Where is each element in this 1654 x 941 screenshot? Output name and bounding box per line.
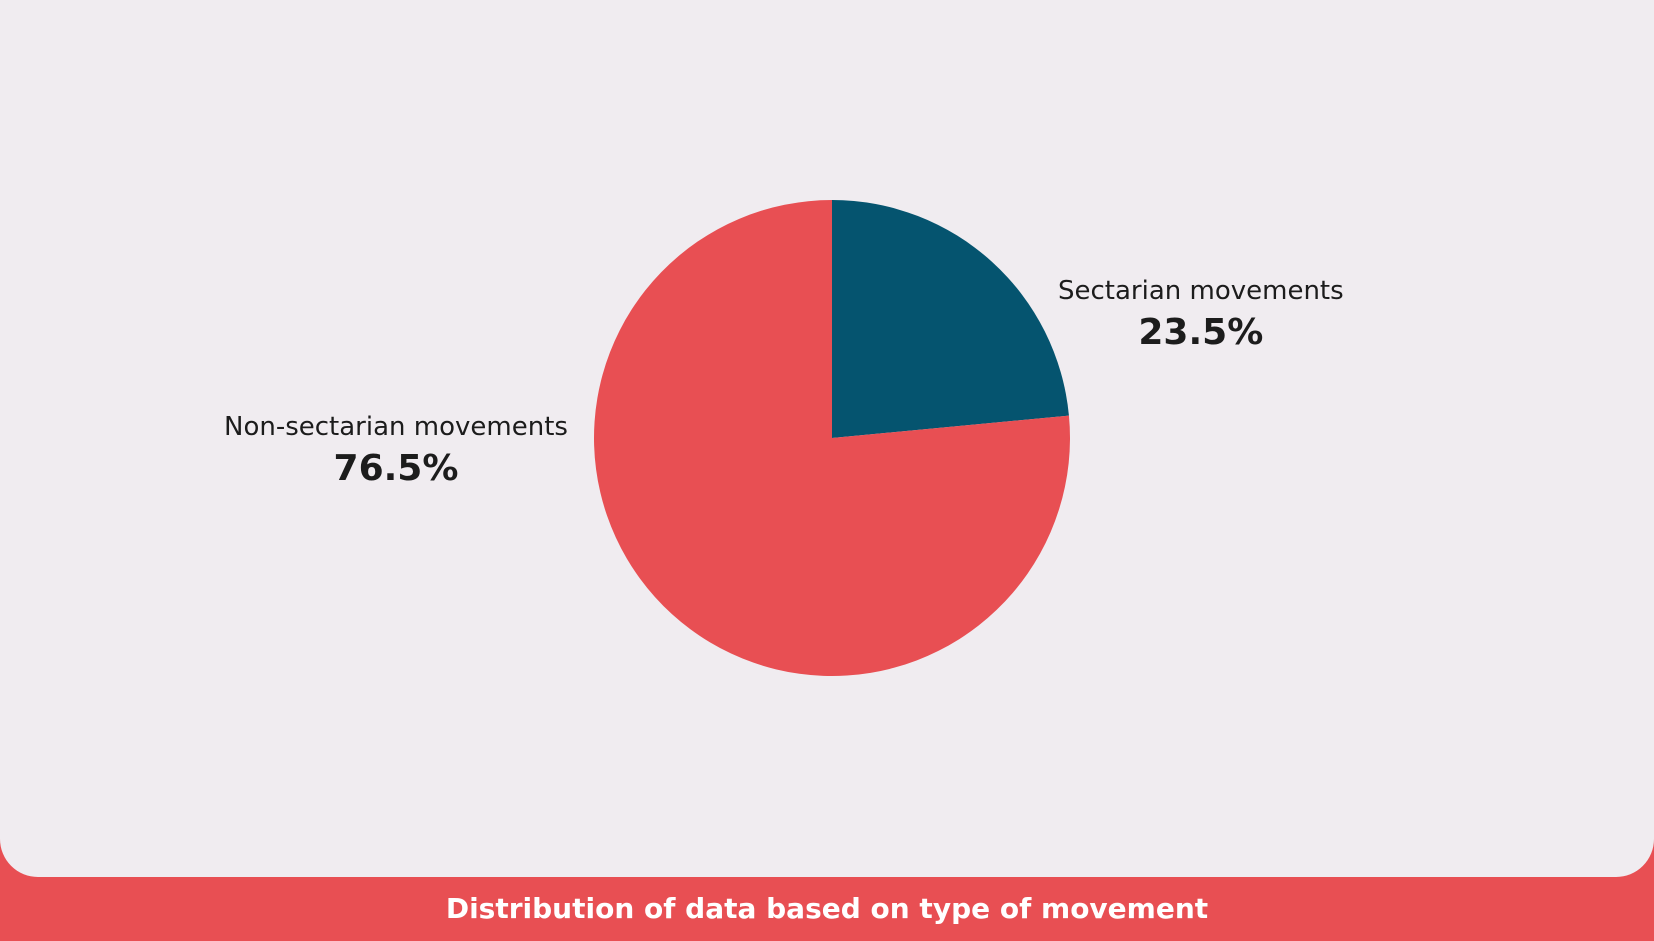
slice-name-non-sectarian: Non-sectarian movements [224,412,568,442]
pie-slice-sectarian-movements [832,200,1069,438]
slice-name-sectarian: Sectarian movements [1058,276,1344,306]
chart-panel-top [0,0,1654,60]
chart-title: Distribution of data based on type of mo… [445,892,1209,925]
chart-panel: Sectarian movements 23.5% Non-sectarian … [0,0,1654,877]
pie-chart [594,200,1070,676]
slice-label-sectarian: Sectarian movements 23.5% [1058,276,1344,353]
pie-slice-non-sectarian-movements [594,200,1070,676]
slice-label-non-sectarian: Non-sectarian movements 76.5% [224,412,568,489]
slice-value-non-sectarian: 76.5% [333,448,459,489]
slice-value-sectarian: 23.5% [1138,312,1264,353]
